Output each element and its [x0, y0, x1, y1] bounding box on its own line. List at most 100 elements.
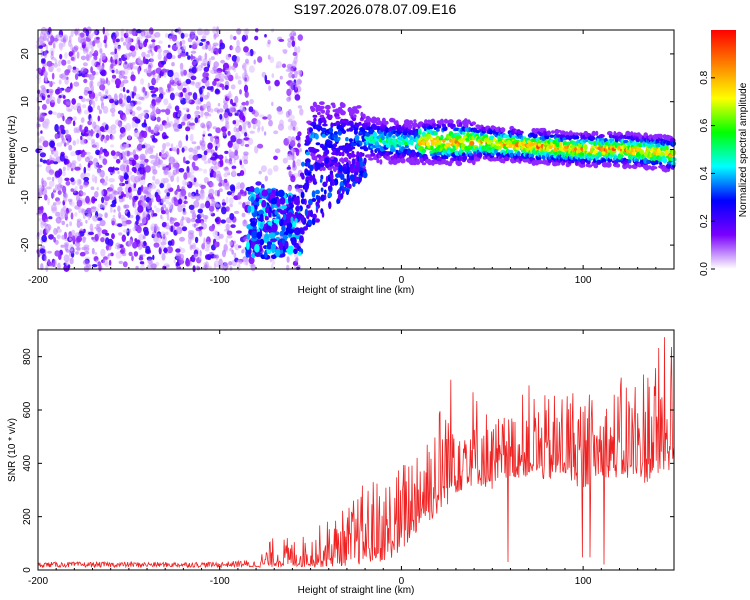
ridge-cell: [340, 102, 346, 108]
noise-cell: [104, 201, 108, 206]
noise-cell: [47, 94, 51, 98]
noise-cell: [150, 135, 154, 139]
noise-cell: [236, 259, 242, 264]
noise-cell: [94, 226, 101, 230]
noise-cell: [193, 177, 197, 183]
colorbar-tick-label: 0.8: [699, 70, 710, 84]
noise-cell: [180, 188, 187, 197]
noise-cell: [105, 175, 109, 182]
noise-cell: [175, 252, 182, 260]
noise-cell: [109, 98, 115, 104]
noise-cell: [158, 40, 163, 44]
noise-cell: [110, 124, 117, 130]
noise-cell: [185, 51, 189, 57]
ridge-cell: [437, 160, 443, 165]
noise-cell: [50, 35, 55, 44]
noise-cell: [206, 196, 211, 203]
snr-line: [37, 337, 675, 569]
ridge-cell: [320, 109, 326, 114]
noise-cell: [153, 205, 157, 209]
noise-cell: [213, 33, 220, 38]
noise-cell: [188, 154, 194, 161]
cluster-cell: [253, 204, 258, 210]
noise-cell: [235, 45, 241, 54]
noise-cell: [200, 122, 206, 129]
noise-cell: [104, 32, 110, 37]
cluster-cell: [286, 222, 293, 229]
noise-cell: [86, 207, 92, 212]
noise-cell: [233, 126, 237, 133]
cluster-cell: [291, 236, 297, 246]
snr-x-tick-label: -200: [28, 576, 48, 587]
noise-cell: [100, 189, 104, 197]
noise-cell: [54, 133, 59, 140]
noise-cell: [114, 167, 120, 171]
noise-cell: [210, 168, 214, 176]
noise-cell: [228, 107, 235, 113]
ridge-cell: [356, 105, 362, 109]
noise-cell: [83, 176, 90, 182]
noise-cell: [236, 127, 240, 133]
ridge-cell: [341, 121, 347, 127]
noise-cell: [110, 217, 117, 225]
noise-cell: [94, 96, 98, 102]
snr-x-tick-label: -100: [210, 576, 230, 587]
tail-cell: [360, 160, 363, 168]
noise-cell: [148, 85, 155, 91]
noise-cell: [188, 147, 194, 153]
cluster-cell: [257, 209, 265, 215]
tail-cell: [304, 169, 309, 176]
noise-cell: [189, 244, 193, 251]
noise-cell: [167, 171, 172, 178]
noise-cell: [76, 178, 82, 186]
noise-cell: [294, 70, 298, 79]
noise-cell: [82, 62, 88, 67]
ridge-cell: [313, 117, 317, 122]
noise-cell: [89, 106, 93, 113]
noise-cell: [139, 265, 145, 271]
noise-cell: [60, 73, 67, 80]
noise-cell: [69, 221, 72, 227]
noise-cell: [209, 251, 213, 256]
noise-cell: [100, 105, 105, 110]
noise-cell: [118, 195, 124, 199]
cluster-cell: [278, 241, 284, 251]
ridge-cell: [379, 159, 383, 165]
noise-cell: [141, 144, 146, 149]
noise-cell: [122, 131, 126, 137]
noise-cell: [63, 242, 70, 247]
noise-cell: [139, 254, 146, 257]
ridge-cell: [363, 147, 369, 152]
tail-cell: [335, 173, 340, 179]
noise-cell: [220, 219, 226, 224]
ridge-cell: [448, 119, 454, 124]
noise-cell: [54, 250, 60, 257]
noise-cell: [138, 160, 144, 164]
noise-cell: [137, 39, 141, 45]
noise-cell: [66, 140, 70, 146]
noise-cell: [97, 105, 101, 111]
noise-cell: [98, 109, 102, 115]
noise-cell: [292, 160, 296, 168]
noise-cell: [148, 194, 155, 199]
tail-cell: [300, 229, 305, 235]
noise-cell: [42, 90, 48, 97]
noise-cell: [257, 56, 263, 63]
noise-cell: [183, 156, 186, 164]
noise-cell: [218, 182, 223, 187]
noise-cell: [243, 28, 248, 36]
cluster-cell: [247, 190, 251, 195]
noise-cell: [234, 149, 238, 156]
noise-cell: [192, 92, 198, 101]
spectrogram-x-tick-label: 100: [575, 275, 592, 286]
noise-cell: [235, 230, 242, 234]
noise-cell: [118, 211, 122, 219]
noise-cell: [230, 46, 234, 50]
noise-cell: [118, 93, 124, 100]
noise-cell: [210, 182, 215, 188]
noise-cell: [160, 214, 163, 219]
noise-cell: [227, 130, 231, 136]
noise-cell: [107, 244, 112, 251]
ridge-cell: [332, 143, 338, 148]
noise-cell: [90, 186, 95, 190]
